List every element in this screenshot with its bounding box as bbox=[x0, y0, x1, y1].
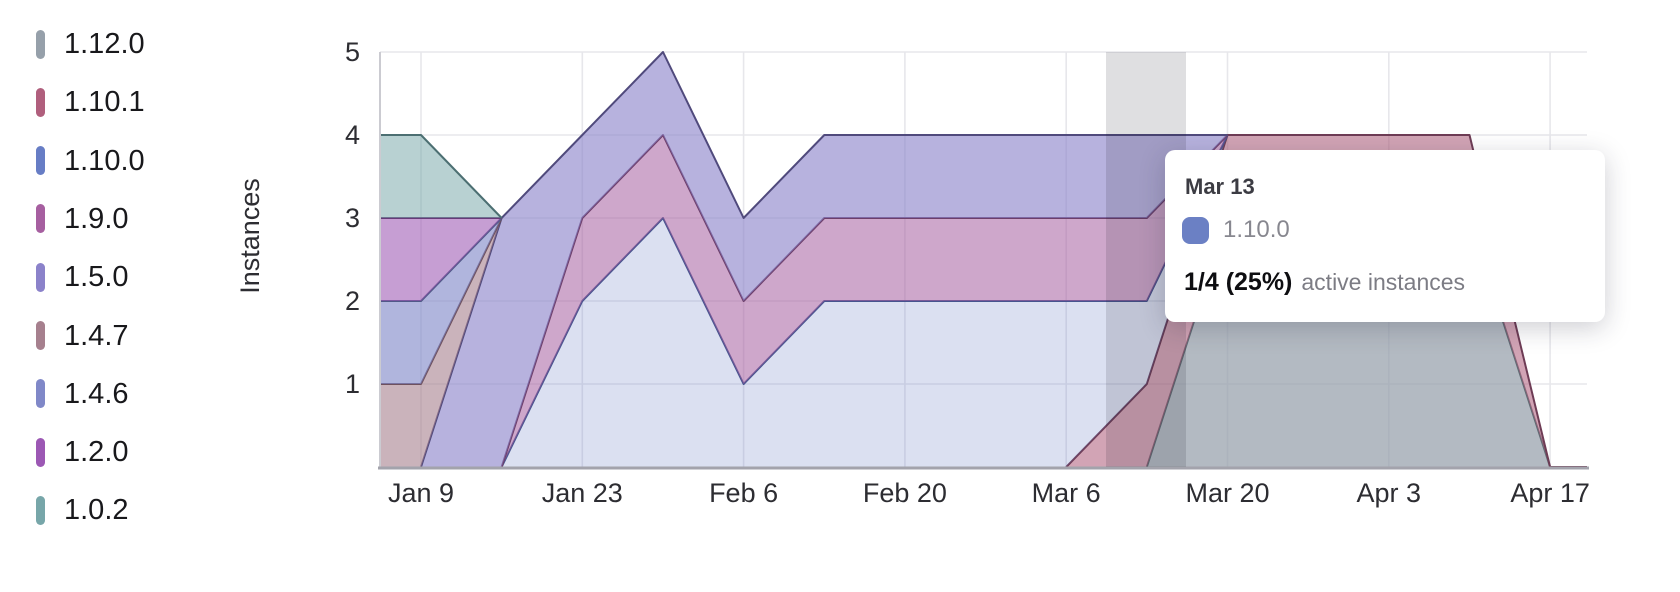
y-tick-label: 4 bbox=[344, 120, 360, 150]
legend-item-1.10.1[interactable]: 1.10.1 bbox=[36, 87, 145, 117]
legend-item-1.5.0[interactable]: 1.5.0 bbox=[36, 262, 129, 292]
x-tick-label: Mar 6 bbox=[1031, 478, 1101, 508]
legend-item-1.10.0[interactable]: 1.10.0 bbox=[36, 146, 145, 176]
x-tick-label: Apr 3 bbox=[1356, 478, 1422, 508]
legend-item-label: 1.12.0 bbox=[64, 28, 145, 60]
y-tick-label: 2 bbox=[344, 286, 360, 316]
y-tick-label: 5 bbox=[344, 37, 360, 67]
legend-item-1.4.7[interactable]: 1.4.7 bbox=[36, 321, 129, 351]
legend-item-label: 1.9.0 bbox=[64, 202, 129, 235]
x-tick-label: Feb 20 bbox=[862, 478, 947, 508]
tooltip-series-name: 1.10.0 bbox=[1223, 216, 1290, 243]
legend-item-1.9.0[interactable]: 1.9.0 bbox=[36, 204, 129, 234]
legend-item-label: 1.10.0 bbox=[64, 144, 145, 177]
legend-item-label: 1.0.2 bbox=[64, 494, 129, 527]
legend-item-label: 1.10.1 bbox=[64, 86, 145, 119]
chart-legend: 1.12.0 1.10.1 1.10.0 1.9.0 1.5.0 1.4.7 1.4.6 1.… bbox=[0, 0, 230, 592]
legend-swatch-icon bbox=[36, 321, 45, 350]
legend-swatch-icon bbox=[36, 379, 45, 409]
legend-item-1.2.0[interactable]: 1.2.0 bbox=[36, 437, 129, 467]
legend-item-1.12.0[interactable]: 1.12.0 bbox=[36, 29, 145, 59]
tooltip-series-row: 1.10.0 bbox=[1182, 216, 1290, 244]
legend-item-label: 1.4.6 bbox=[64, 377, 129, 410]
legend-swatch-icon bbox=[36, 87, 45, 117]
legend-item-label: 1.2.0 bbox=[64, 436, 129, 469]
legend-item-1.0.2[interactable]: 1.0.2 bbox=[36, 495, 129, 525]
tooltip-value-suffix: active instances bbox=[1301, 269, 1466, 295]
x-tick-label: Jan 23 bbox=[541, 478, 623, 508]
y-tick-label: 3 bbox=[344, 203, 360, 233]
tooltip-stats-row: 1/4 (25%) active instances bbox=[1184, 268, 1465, 297]
legend-item-label: 1.5.0 bbox=[64, 261, 129, 294]
x-tick-label: Apr 17 bbox=[1510, 478, 1590, 508]
y-tick-label: 1 bbox=[344, 369, 360, 399]
chart-tooltip: Mar 13 1.10.0 1/4 (25%) active instances bbox=[1165, 150, 1605, 322]
legend-swatch-icon bbox=[36, 146, 45, 176]
legend-swatch-icon bbox=[36, 495, 45, 525]
tooltip-series-swatch-icon bbox=[1182, 216, 1209, 244]
x-tick-label: Feb 6 bbox=[709, 478, 779, 508]
legend-swatch-icon bbox=[36, 262, 45, 292]
legend-swatch-icon bbox=[36, 204, 45, 234]
tooltip-value: 1/4 (25%) bbox=[1184, 268, 1293, 296]
legend-swatch-icon bbox=[36, 29, 45, 59]
legend-item-label: 1.4.7 bbox=[64, 319, 129, 352]
x-tick-label: Jan 9 bbox=[387, 478, 455, 508]
tooltip-date: Mar 13 bbox=[1185, 174, 1255, 199]
legend-item-1.4.6[interactable]: 1.4.6 bbox=[36, 379, 129, 409]
x-tick-label: Mar 20 bbox=[1185, 478, 1270, 508]
legend-swatch-icon bbox=[36, 437, 45, 467]
